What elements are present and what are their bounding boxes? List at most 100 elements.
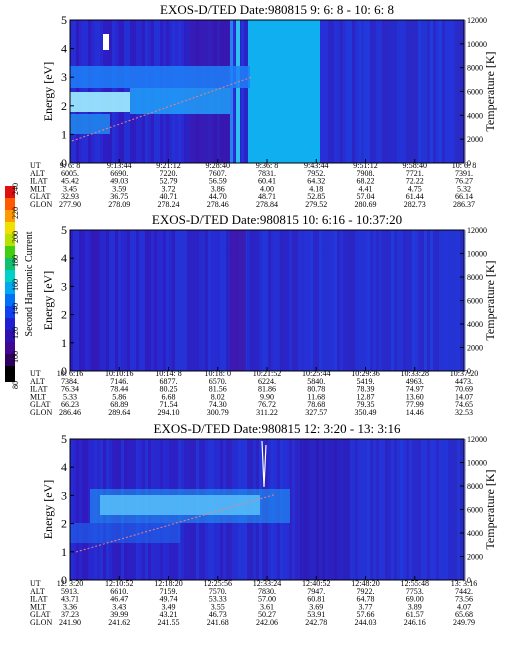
ephemeris-cell: 14.07 xyxy=(455,392,473,401)
spectrogram-streak xyxy=(223,230,226,371)
colorbar-band-160 xyxy=(5,282,15,294)
ephemeris-cell: 7908. xyxy=(357,169,375,178)
spectrogram-streak xyxy=(256,230,259,371)
ephemeris-cell: 277.90 xyxy=(59,200,81,209)
y2-tick-label: 6000 xyxy=(467,297,483,306)
spectrogram-streak xyxy=(190,230,193,371)
spectrogram-streak xyxy=(400,230,403,371)
spectrogram-streak xyxy=(115,230,118,371)
ephemeris-cell: 6224. xyxy=(258,377,276,386)
ephemeris-cell: 278.46 xyxy=(207,200,229,209)
spectrogram-streak xyxy=(121,230,124,371)
spectrogram-streak xyxy=(379,230,382,371)
ephemeris-cell: 3.61 xyxy=(260,602,274,611)
energy-band-upper xyxy=(70,66,250,88)
ephemeris-cell: 289.64 xyxy=(108,408,130,417)
ephemeris-cell: 9:13:44 xyxy=(107,161,131,170)
colorbar-band-210 xyxy=(5,222,15,234)
ephemeris-cell: 10:21:52 xyxy=(253,369,281,378)
spectrogram-streak xyxy=(346,20,349,163)
ephemeris-cell: 7721. xyxy=(406,169,424,178)
ephemeris-cell: 241.55 xyxy=(158,618,180,627)
spectrogram-streak xyxy=(424,230,427,371)
y2-tick-label: 6000 xyxy=(467,88,483,97)
spectrogram-streak xyxy=(103,230,106,371)
ephemeris-cell: 74.30 xyxy=(209,400,227,409)
spectrogram-streak xyxy=(394,230,397,371)
chart-title: EXOS-D/TED Date:980815 10: 6:16 - 10:37:… xyxy=(152,212,402,227)
y-tick-label: 2 xyxy=(61,517,67,531)
spectrogram-streak xyxy=(160,230,163,371)
ephemeris-cell: 7830. xyxy=(258,587,276,596)
colorbar-tick-label: 220 xyxy=(11,207,20,219)
ephemeris-cell: 70.69 xyxy=(455,385,473,394)
spectrogram-streak xyxy=(379,20,382,163)
spectrogram-streak xyxy=(433,230,436,371)
spectrogram-streak xyxy=(436,439,439,580)
spectrogram-streak xyxy=(265,230,268,371)
spectrogram-streak xyxy=(448,439,451,580)
spectrogram-streak xyxy=(175,230,178,371)
y2-tick-label: 12000 xyxy=(467,16,487,25)
y2-axis-label: Temperature [K] xyxy=(483,469,497,549)
ephemeris-cell: 9:51:12 xyxy=(353,161,377,170)
ephemeris-cell: 5.32 xyxy=(457,184,471,193)
spectrogram-streak xyxy=(343,230,346,371)
spectrogram-streak xyxy=(70,230,73,371)
spectrogram-streak xyxy=(454,20,457,163)
ephemeris-cell: 40.71 xyxy=(160,192,178,201)
y-tick-label: 5 xyxy=(61,223,67,237)
ephemeris-cell: 52.85 xyxy=(307,192,325,201)
y2-tick-label: 4000 xyxy=(467,111,483,120)
intense-flux-block xyxy=(248,20,320,163)
ephemeris-cell: 10: 6: 8 xyxy=(452,161,476,170)
spectrogram-streak xyxy=(295,230,298,371)
y2-tick-label: 12000 xyxy=(467,435,487,444)
ephemeris-cell: 78.44 xyxy=(110,385,128,394)
ephemeris-cell: 32.53 xyxy=(455,408,473,417)
spectrogram-streak xyxy=(88,230,91,371)
spectrogram-streak xyxy=(379,439,382,580)
energy-band-low xyxy=(70,114,110,134)
ephemeris-cell: 81.56 xyxy=(209,385,227,394)
spectrogram-streak xyxy=(358,230,361,371)
colorbar-band-240 xyxy=(5,186,15,198)
spectrogram-streak xyxy=(370,439,373,580)
spectrogram-background xyxy=(70,230,464,371)
ephemeris-cell: 60.41 xyxy=(258,177,276,186)
spectrogram-streak xyxy=(427,230,430,371)
colorbar-tick-label: 180 xyxy=(11,255,20,267)
colorbar-band-140 xyxy=(5,306,15,318)
ephemeris-cell: 7753. xyxy=(406,587,424,596)
spectrogram-streak xyxy=(328,439,331,580)
spectrogram-streak xyxy=(310,439,313,580)
spectrogram-streak xyxy=(340,20,343,163)
spectrogram-streak xyxy=(124,20,127,163)
ephemeris-cell: 286.46 xyxy=(59,408,81,417)
spectrogram-streak xyxy=(154,230,157,371)
ephemeris-cell: 13: 3:16 xyxy=(451,579,477,588)
ephemeris-cell: 6005. xyxy=(61,169,79,178)
spectrogram-streak xyxy=(442,20,445,163)
ephemeris-cell: 249.79 xyxy=(453,618,475,627)
spectrogram-streak xyxy=(304,439,307,580)
ephemeris-cell: 12:25:56 xyxy=(204,579,232,588)
ephemeris-row-label: ALT xyxy=(30,169,45,178)
ephemeris-cell: 71.54 xyxy=(160,400,178,409)
spectrogram-streak xyxy=(394,20,397,163)
ephemeris-cell: 52.79 xyxy=(160,177,178,186)
ephemeris-cell: 300.79 xyxy=(207,408,229,417)
spectrogram-streak xyxy=(262,230,265,371)
spectrogram-streak xyxy=(307,230,310,371)
ephemeris-cell: 7570. xyxy=(209,587,227,596)
chart-panel: EXOS-D/TED Date:980815 10: 6:16 - 10:37:… xyxy=(30,212,497,417)
y-tick-label: 1 xyxy=(61,336,67,350)
y-tick-label: 4 xyxy=(61,42,67,56)
spectrogram-streak xyxy=(334,20,337,163)
spectrogram-streak xyxy=(388,439,391,580)
y-tick-label: 5 xyxy=(61,432,67,446)
spectrogram-streak xyxy=(382,20,385,163)
spectrogram-streak xyxy=(187,230,190,371)
colorbar-band-230 xyxy=(5,198,15,210)
spectrogram-streak xyxy=(76,439,79,580)
